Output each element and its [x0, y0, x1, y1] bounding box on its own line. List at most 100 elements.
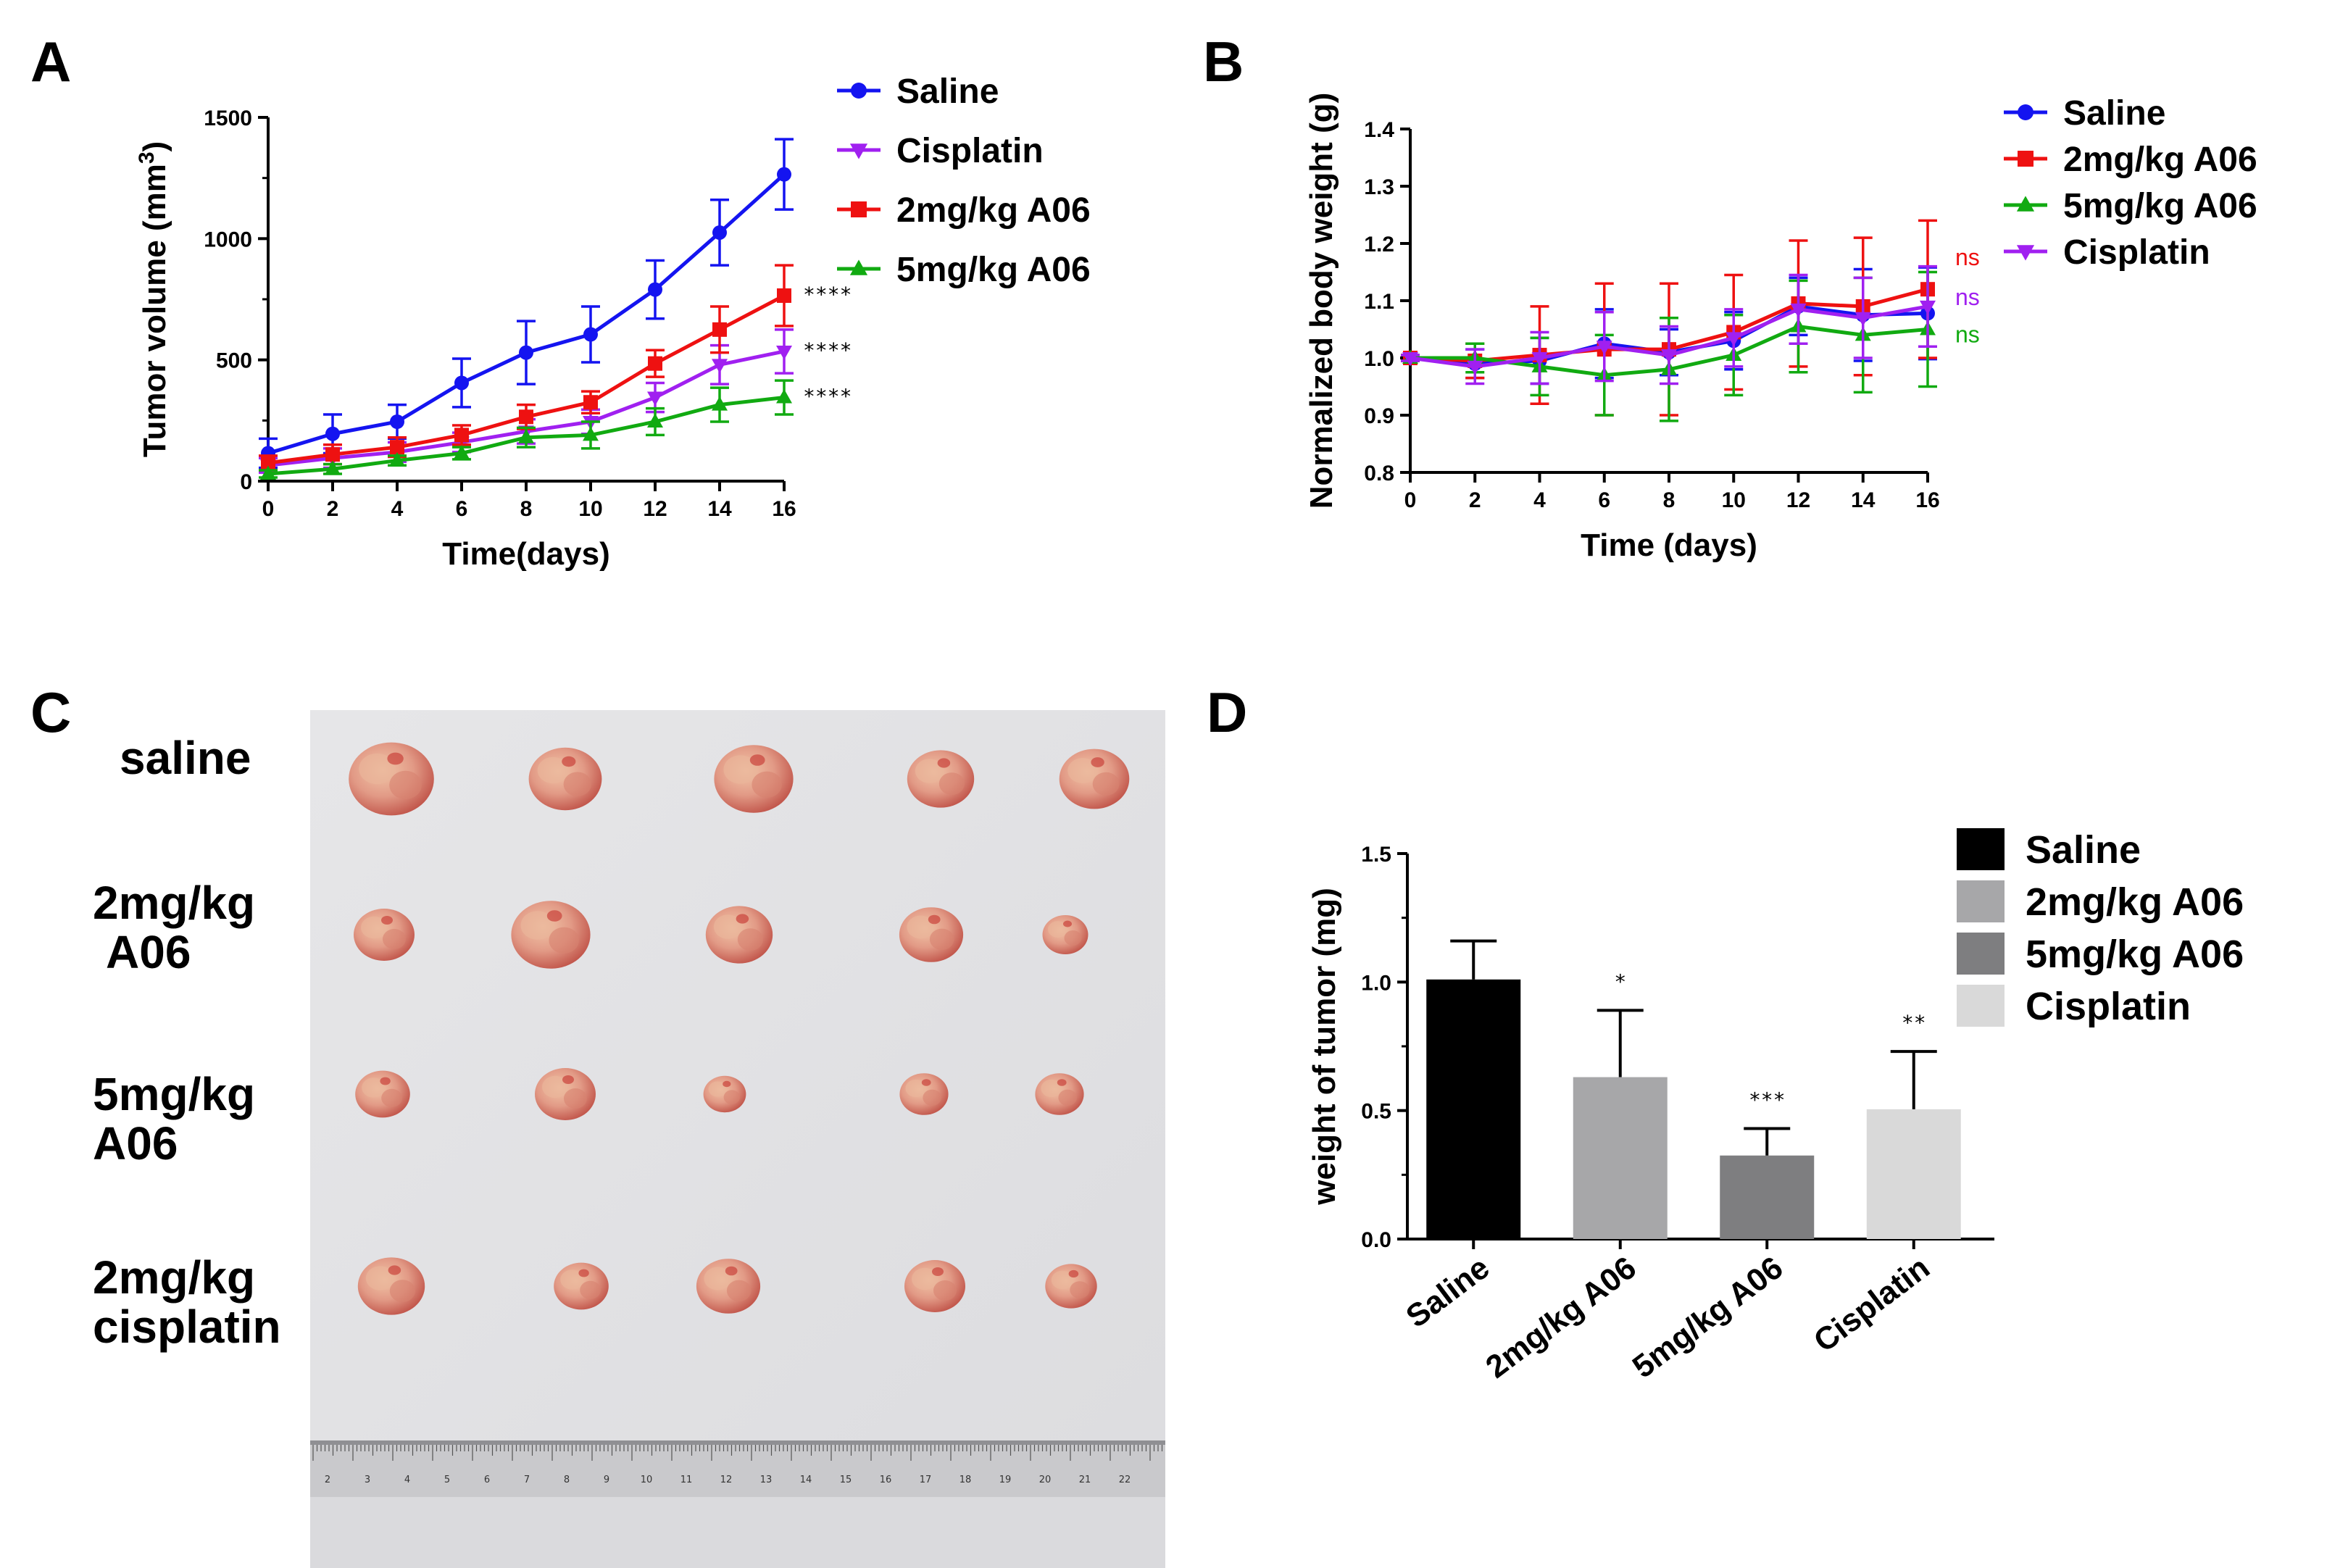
chart-b-x-axis-title: Time (days) [1581, 527, 1757, 563]
tumor-blood-spot [546, 910, 562, 922]
tumor-lobe [1048, 921, 1067, 938]
x-tick-label: 12 [1786, 488, 1810, 512]
tumor-specimen [1035, 1073, 1084, 1115]
data-point [519, 345, 533, 360]
legend-marker [851, 201, 867, 217]
tumor-lobe [563, 772, 591, 796]
ruler-number: 8 [564, 1475, 570, 1485]
series-5mg-kg-a06 [259, 379, 794, 480]
chart-a-axes: 0 500 1000 1500 0 2 4 6 8 10 12 14 16 [204, 107, 796, 521]
legend-marker [2018, 151, 2033, 167]
data-point [454, 428, 469, 443]
tumor-lobe [1067, 758, 1098, 783]
row-label: cisplatin [93, 1301, 281, 1353]
legend-marker [849, 259, 868, 275]
data-point [647, 413, 663, 428]
y-tick-label: 1000 [204, 228, 252, 251]
tumor-blood-spot [736, 914, 749, 924]
ruler-number: 6 [484, 1475, 490, 1485]
tumor-lobe [1041, 1079, 1062, 1098]
chart-b-body-weight: 0.8 0.9 1.0 1.1 1.2 1.3 1.4 0 2 4 6 8 10 12 14 16 Time … [1304, 93, 2257, 563]
panel-label-b: B [1203, 30, 1244, 93]
tumor-lobe [708, 1081, 727, 1097]
tumor-lobe [389, 1280, 416, 1302]
ns-label: ns [1955, 321, 1980, 347]
tumor-photo: 2 3 4 5 6 7 8 9 10 11 12 13 14 15 16 17 18 19 20 21 22 salin… [93, 710, 1165, 1568]
data-point [1726, 332, 1742, 346]
ruler-number: 18 [959, 1475, 972, 1485]
ruler-body [310, 1440, 1165, 1497]
tumor-specimen [1042, 915, 1088, 954]
tumor-lobe [752, 771, 782, 798]
ruler-number: 10 [641, 1475, 653, 1485]
ruler-edge [310, 1440, 1165, 1445]
chart-d-bars: ****** [1426, 939, 1961, 1239]
data-point [583, 395, 598, 410]
x-tick-label: 0 [1404, 488, 1417, 512]
legend-label: Cisplatin [896, 132, 1044, 170]
tumor-specimen [899, 1073, 949, 1115]
row-label: 2mg/kg [93, 877, 255, 929]
row-label: A06 [106, 926, 191, 978]
ruler-number: 2 [325, 1475, 330, 1485]
tumor-lobe [723, 1090, 740, 1104]
x-tick-label: 16 [1915, 488, 1939, 512]
tumor-specimen [696, 1259, 761, 1314]
tumor-specimen [357, 1257, 425, 1315]
tumor-specimen [904, 1260, 965, 1312]
ruler-number: 11 [680, 1475, 693, 1485]
chart-b-series [1401, 219, 1937, 422]
tumor-lobe [907, 915, 935, 939]
x-tick-label: 6 [456, 497, 468, 521]
tumor-specimen [907, 750, 975, 808]
ruler-number: 9 [604, 1475, 609, 1485]
y-tick-label: 0.9 [1364, 404, 1394, 428]
tumor-lobe [737, 928, 763, 951]
y-tick-label: 1.2 [1364, 233, 1394, 257]
tumor-specimen [554, 1262, 609, 1310]
data-point [1531, 352, 1548, 367]
ruler-number: 13 [760, 1475, 773, 1485]
legend-marker [851, 83, 867, 99]
series-saline [259, 138, 794, 470]
tumor-blood-spot [749, 754, 765, 766]
chart-a-x-axis-title: Time(days) [442, 536, 610, 572]
panel-label-a: A [30, 30, 71, 93]
x-tick-label: 8 [1663, 488, 1675, 512]
tumor-lobe [929, 928, 954, 951]
tumor-lobe [1051, 1270, 1074, 1290]
tumor-lobe [542, 1075, 568, 1098]
ruler-number: 14 [800, 1475, 812, 1485]
x-tick-label: Saline [1399, 1250, 1496, 1335]
bar-cisplatin [1866, 1109, 1961, 1239]
legend-marker [2018, 104, 2033, 120]
tumor-blood-spot [1063, 920, 1072, 927]
legend-label: Cisplatin [2026, 985, 2191, 1028]
tumor-blood-spot [932, 1267, 944, 1276]
data-point [325, 447, 340, 462]
panel-label-d: D [1207, 680, 1247, 744]
y-tick-label: 0.5 [1361, 1100, 1391, 1124]
tumor-blood-spot [381, 916, 393, 925]
chart-d-legend: Saline 2mg/kg A06 5mg/kg A06 Cisplatin [1957, 828, 2244, 1028]
tumor-lobe [361, 916, 387, 939]
photo-background [310, 710, 1165, 1568]
data-point [1467, 360, 1483, 375]
series-2mg-kg-a06 [259, 264, 794, 472]
x-tick-label: 2mg/kg A06 [1479, 1250, 1642, 1385]
y-tick-label: 500 [216, 349, 252, 373]
tumor-blood-spot [928, 914, 941, 925]
x-tick-label: 12 [643, 497, 667, 521]
y-tick-label: 1.1 [1364, 290, 1394, 314]
tumor-lobe [1058, 1089, 1077, 1106]
tumor-specimen [528, 747, 602, 811]
legend-swatch [1957, 985, 2005, 1027]
x-tick-label: 10 [578, 497, 602, 521]
legend-swatch [1957, 828, 2005, 870]
tumor-blood-spot [387, 752, 404, 765]
row-label: saline [120, 732, 251, 784]
data-point [712, 322, 727, 337]
bar-2mg-kg-a06 [1573, 1077, 1668, 1239]
